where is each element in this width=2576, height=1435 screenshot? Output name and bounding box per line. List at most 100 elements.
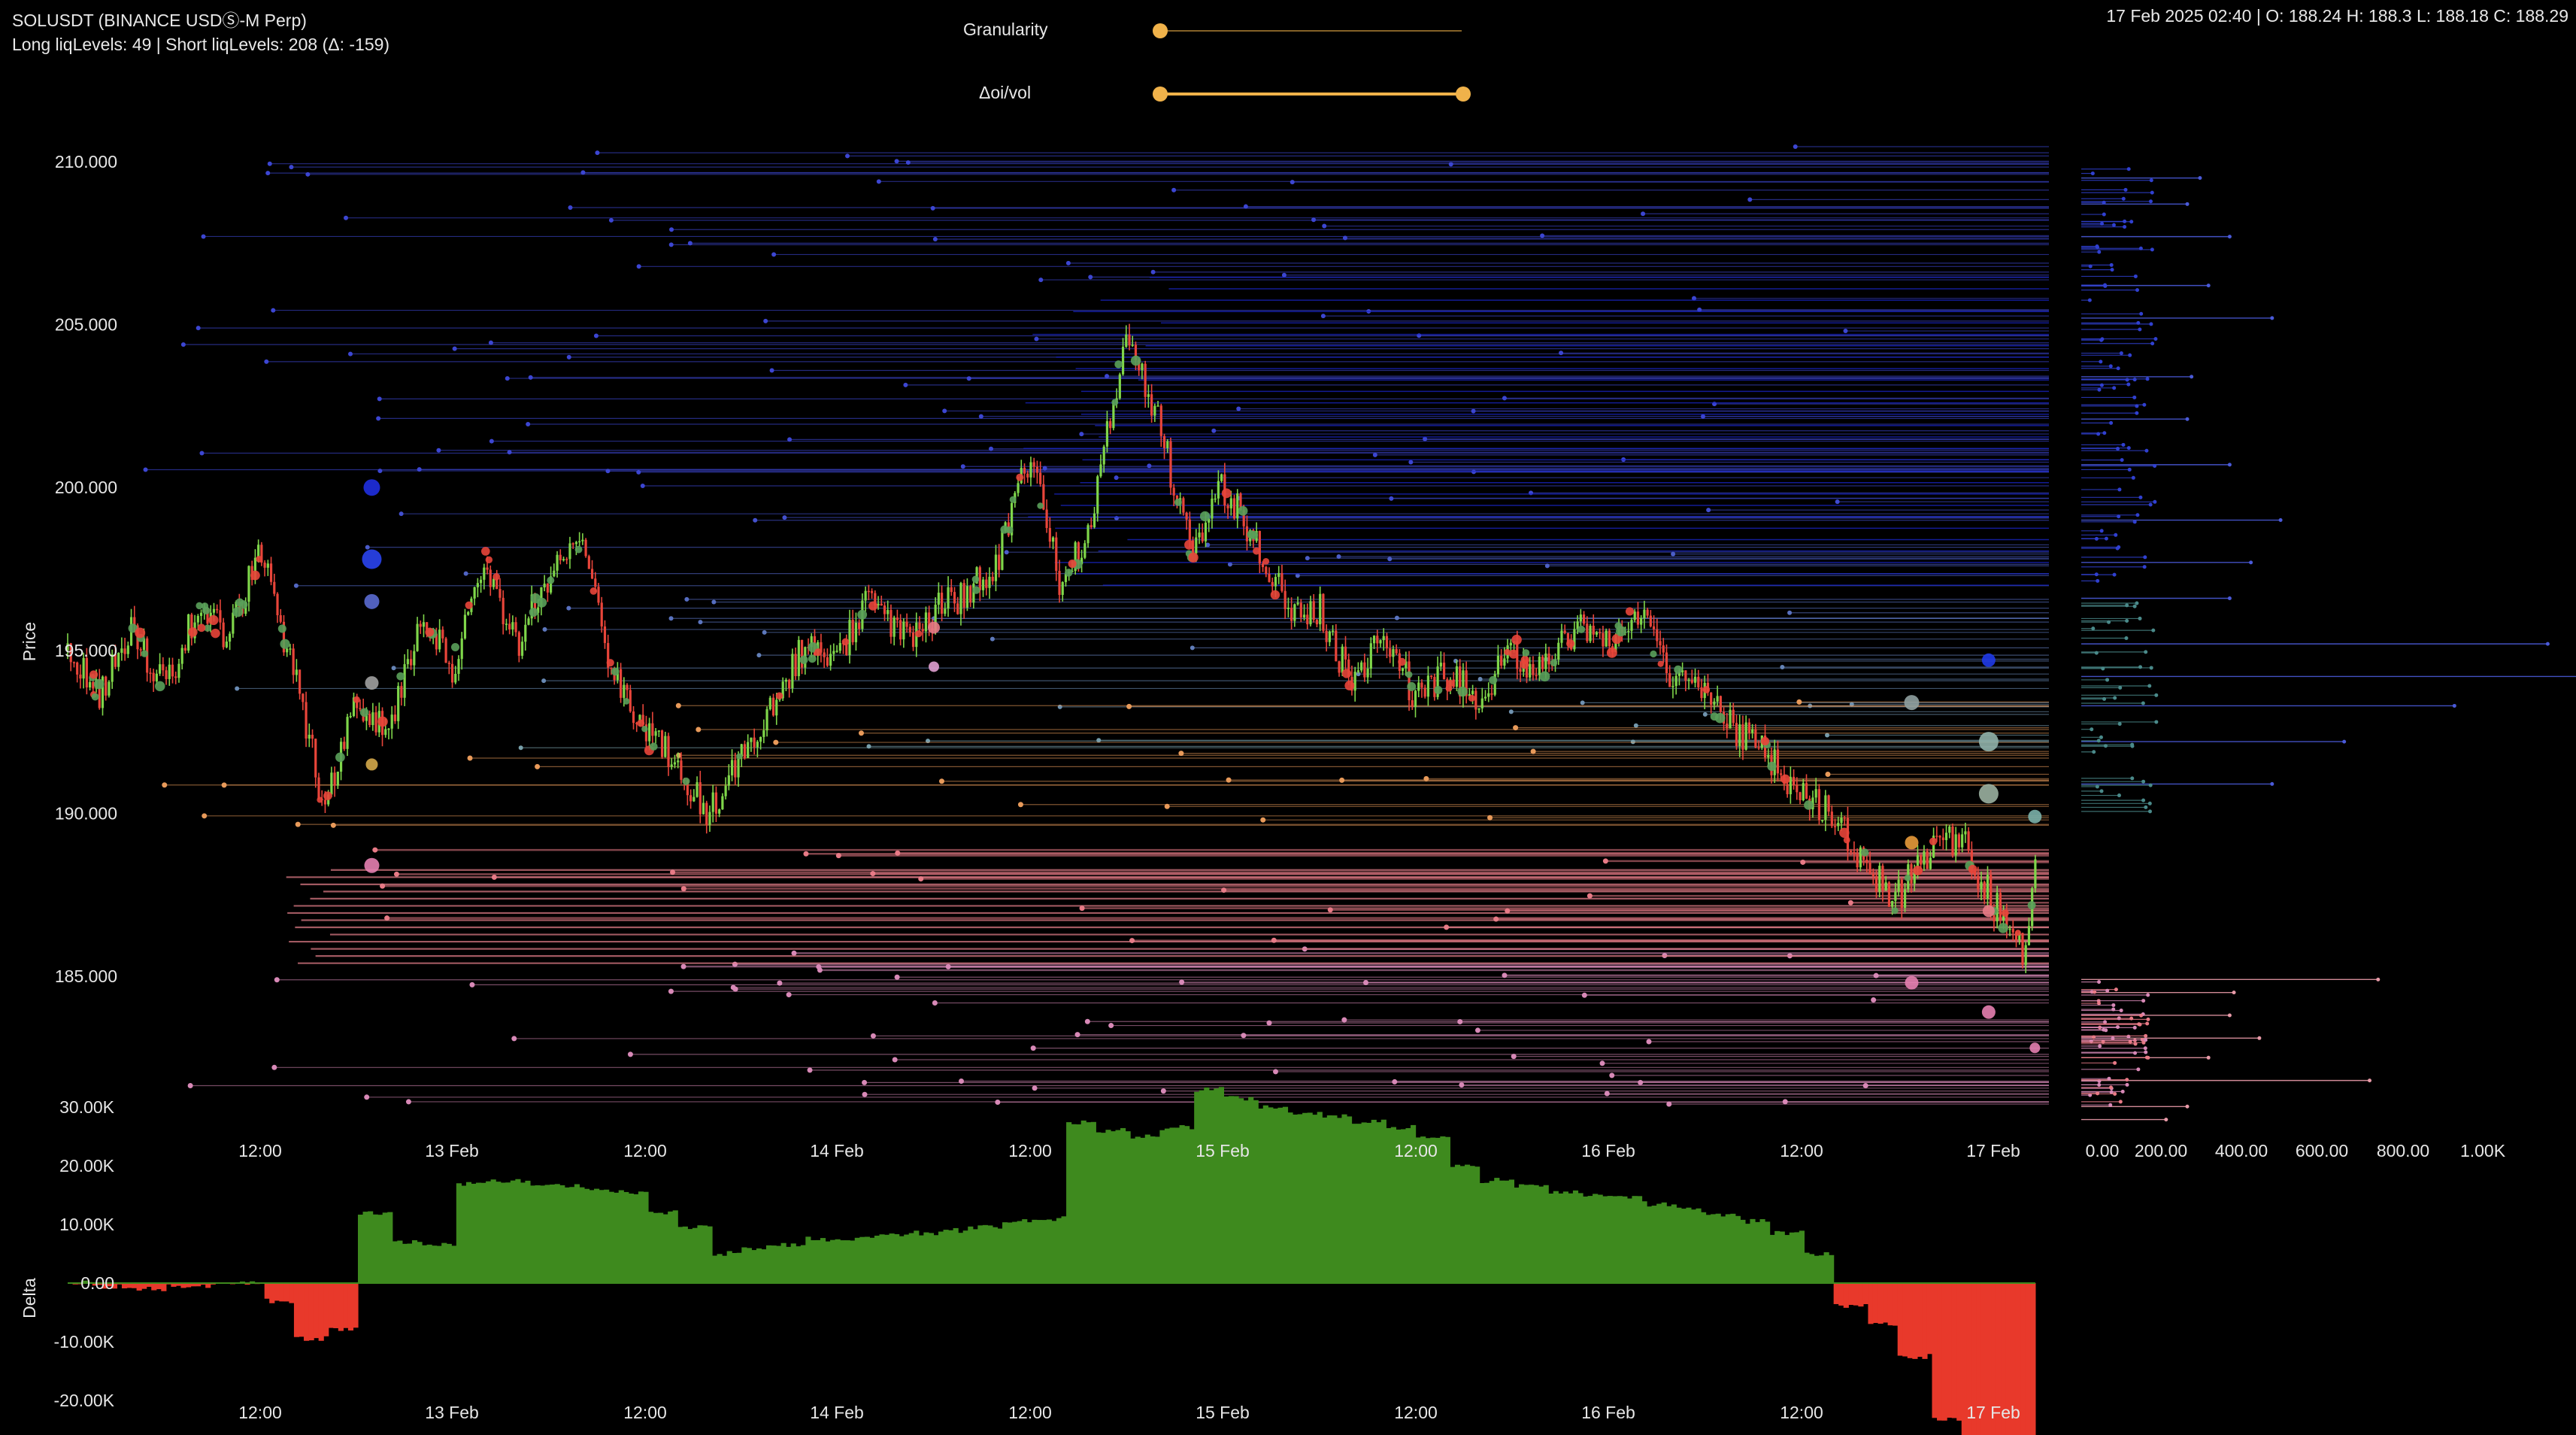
delta-bar [1932,1283,1938,1418]
long-liq-origin [1108,1023,1114,1029]
price-candle [120,648,123,653]
delta-bar [1411,1124,1417,1283]
delta-bar [141,1283,147,1289]
trade-marker [465,601,473,609]
oi-vol-tick-dot [2105,678,2110,682]
long-liq-origin [870,1033,876,1039]
delta-bar [554,1184,560,1283]
price-candle [174,676,177,678]
oi-vol-histogram [2081,167,2576,1122]
delta-bar [1784,1235,1790,1283]
oivol-slider-max-handle[interactable] [1456,86,1471,102]
price-candle [1217,481,1220,499]
delta-time-tick-label: 13 Feb [425,1403,479,1422]
price-candle [1668,673,1671,687]
price-candle [1411,700,1414,707]
delta-bar [1518,1184,1525,1283]
oi-vol-tick-label: 600.00 [2296,1141,2348,1160]
trade-marker [868,601,878,611]
oi-vol-tick-dot [2103,284,2108,288]
delta-bar [146,1283,152,1287]
price-candle [1636,611,1640,625]
price-candle [292,648,295,675]
short-liq-origin [1843,329,1848,334]
price-candle [1271,581,1274,587]
oi-vol-tick-dot [2132,520,2137,524]
price-candle [838,643,841,651]
price-candle [1102,446,1105,465]
liq-cluster-marker [1978,784,1999,804]
delta-bar [347,1283,354,1331]
delta-bar [1897,1283,1903,1356]
long-liq-origin [1074,1032,1080,1038]
delta-bar [1587,1196,1593,1283]
delta-bar [1494,1178,1500,1283]
time-tick-label: 17 Feb [1966,1141,2020,1160]
price-candle [1884,882,1887,890]
delta-bar [308,1283,314,1341]
long-liq-origin [1638,1079,1644,1085]
oi-vol-bar-tip [2545,642,2550,646]
price-candle [359,708,362,709]
price-candle [1134,344,1138,360]
price-candle [1944,833,1948,841]
oi-vol-tick-dot [2104,1028,2108,1033]
oi-vol-tick-dot [2090,171,2095,176]
price-candle [911,632,915,648]
price-candle [781,681,784,699]
price-candle [768,697,771,709]
price-candle [511,622,514,630]
granularity-slider-handle[interactable] [1153,23,1168,38]
oivol-slider-min-handle[interactable] [1153,86,1168,102]
price-candle [496,578,499,590]
trade-marker [1550,659,1558,667]
price-candle [263,563,266,568]
short-liq-origin [1105,374,1110,379]
price-candle [1290,608,1293,621]
price-candle [295,669,298,675]
delta-bar [244,1283,250,1285]
delta-bar [283,1283,289,1302]
short-liq-origin [199,451,205,456]
delta-time-tick-label: 12:00 [623,1403,667,1422]
price-candle [426,622,429,630]
long-liq-origin [932,1000,938,1006]
price-candle [1159,405,1162,436]
price-candle [1563,630,1566,633]
price-candle [1957,834,1961,848]
delta-bar [854,1237,860,1283]
price-candle [677,760,680,763]
oi-vol-tick-dot [2116,366,2120,371]
price-candle [1042,484,1045,510]
price-candle [1671,686,1674,687]
delta-bar [1100,1133,1107,1283]
short-liq-origin [978,414,983,419]
delta-bar [815,1239,821,1283]
price-candle [1232,498,1236,519]
price-candle [72,662,76,663]
oi-vol-tick-dot [2120,458,2124,463]
time-tick-label: 16 Feb [1581,1141,1635,1160]
delta-bar [1538,1186,1544,1283]
oi-vol-tick-dot [2102,431,2107,435]
delta-bar [1765,1221,1771,1283]
short-liq-origin [845,153,850,159]
delta-bar [1208,1090,1214,1283]
delta-bar [1386,1127,1392,1283]
price-candle [924,612,928,632]
price-candle [69,643,72,663]
short-liq-origin [1408,460,1414,465]
price-candle [1926,851,1929,869]
short-liq-origin [1835,499,1840,505]
liq-markers [89,355,2042,1054]
price-tick-label: 190.000 [55,803,117,823]
trade-marker [396,672,405,681]
long-liq-origin [372,847,378,853]
delta-bar [1194,1091,1200,1283]
delta-bar [844,1240,850,1283]
delta-time-tick-label: 17 Feb [1966,1403,2020,1422]
delta-bar [1833,1283,1839,1304]
long-liq-origin [1487,815,1493,821]
oi-vol-tick-dot [2088,264,2093,268]
delta-bar [200,1283,206,1285]
